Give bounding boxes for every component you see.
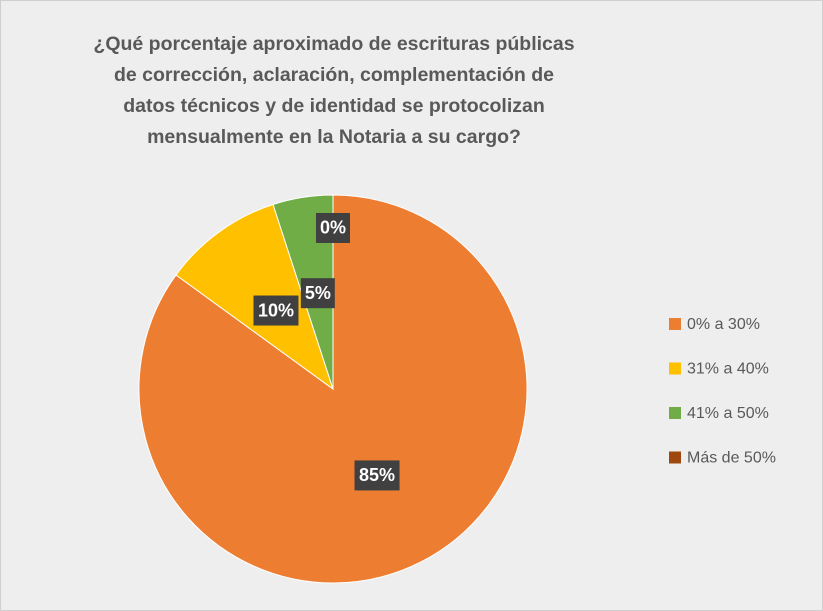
legend-label: 31% a 40% [687,361,769,378]
chart-title: ¿Qué porcentaje aproximado de escrituras… [93,33,575,148]
legend-swatch [669,407,681,419]
data-label: 85% [359,465,395,485]
data-label: 10% [258,300,294,320]
data-label-box [300,278,335,309]
data-label: 0% [320,218,346,238]
data-label-box [253,295,299,326]
legend-label: 0% a 30% [687,316,760,333]
legend: 0% a 30% 31% a 40% 41% a 50% Más de 50% [669,316,776,467]
legend-swatch [669,318,681,330]
data-label-box [316,212,350,243]
legend-label: Más de 50% [687,450,776,467]
data-label-box [354,460,400,491]
legend-swatch [669,362,681,375]
data-label: 5% [305,283,331,303]
legend-swatch [669,451,681,464]
legend-label: 41% a 50% [687,405,769,422]
